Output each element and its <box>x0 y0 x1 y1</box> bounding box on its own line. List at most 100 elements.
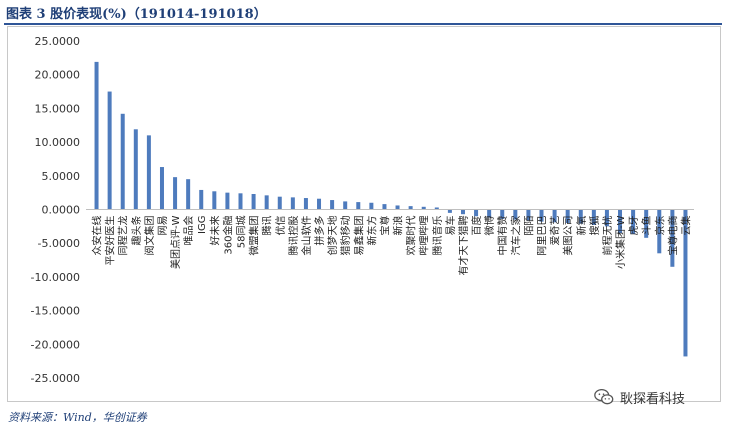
x-category-label: 58同城 <box>236 216 248 249</box>
x-category-label: 好未来 <box>209 216 221 246</box>
x-category-label: 斗鱼 <box>640 216 653 236</box>
figure-title-bar: 图表 3 股价表现(%)（191014-191018） <box>4 2 722 25</box>
bar <box>408 206 413 210</box>
bar <box>212 191 217 210</box>
bar <box>369 202 374 210</box>
x-category-label: 京东 <box>653 216 666 236</box>
x-category-label: 腾讯音乐 <box>431 216 444 256</box>
bar <box>303 198 308 210</box>
x-axis-category-labels: 众安在线 平安好医生 同程艺龙 趣头条 阅文集团 网易 美团点评-W 唯品会 IGG 好未来 360… <box>91 215 693 275</box>
bar <box>225 192 230 210</box>
x-category-label: 百度 <box>470 216 483 236</box>
y-tick-label: -20.0000 <box>31 338 80 351</box>
title-underline <box>4 23 722 25</box>
x-category-label: 金山软件 <box>300 216 313 256</box>
y-axis-tick-labels: 25.0000 20.0000 15.0000 10.0000 5.0000 0.0000… <box>31 35 80 385</box>
x-category-label: 虎牙 <box>628 216 640 236</box>
x-category-label: 网易 <box>157 216 169 236</box>
bar <box>604 209 609 227</box>
y-tick-label: 0.0000 <box>42 204 81 217</box>
bar <box>264 195 269 210</box>
bar <box>251 194 256 210</box>
x-category-label: 唯品会 <box>182 216 195 246</box>
x-category-label: 微盟集团 <box>248 216 261 256</box>
x-category-label: 猎豹移动 <box>339 216 352 256</box>
bar <box>277 196 282 210</box>
bar <box>683 209 688 357</box>
bar <box>146 135 151 210</box>
bar <box>330 200 335 210</box>
x-category-label: 陌陌 <box>523 216 535 236</box>
x-category-label: 新氧 <box>575 216 588 236</box>
x-category-label: 欢聚时代 <box>405 216 418 256</box>
bar <box>317 198 322 210</box>
bar <box>500 209 505 219</box>
bar <box>343 201 348 210</box>
bar-series <box>94 61 688 357</box>
bar <box>133 129 138 210</box>
bar <box>290 197 295 210</box>
y-tick-label: -25.0000 <box>31 372 80 385</box>
x-category-label: 平安好医生 <box>104 216 117 266</box>
x-category-label: 创梦天地 <box>326 216 339 256</box>
y-tick-label: 10.0000 <box>35 136 81 149</box>
x-category-label: 拼多多 <box>313 216 326 246</box>
bar <box>565 209 570 223</box>
bar <box>238 193 243 210</box>
bar <box>199 189 204 210</box>
bar <box>173 177 178 210</box>
bar <box>382 204 387 210</box>
x-category-label: 微博 <box>483 216 496 236</box>
bar <box>526 209 531 221</box>
x-category-label: 阿里巴巴 <box>537 216 549 256</box>
bar <box>120 113 125 210</box>
bar <box>356 202 361 210</box>
figure-title: 图表 3 股价表现(%)（191014-191018） <box>6 7 267 22</box>
bar <box>657 209 662 254</box>
y-tick-label: -10.0000 <box>31 271 80 284</box>
bar <box>434 207 439 210</box>
bar <box>460 209 465 215</box>
bar <box>513 209 518 220</box>
bar <box>395 205 400 210</box>
bar <box>631 209 636 234</box>
x-category-label: 美团点评-W <box>169 215 182 269</box>
bar <box>159 167 164 210</box>
x-category-label: 小米集团-W <box>614 215 627 269</box>
x-category-label: 易车 <box>444 216 457 236</box>
bar <box>94 61 99 210</box>
wechat-icon <box>594 389 614 405</box>
bar <box>447 209 452 213</box>
x-category-label: 前程无忧 <box>601 216 614 256</box>
bar <box>421 206 426 210</box>
x-category-label: 腾讯控股 <box>287 216 300 256</box>
source-note: 资料来源：Wind，华创证券 <box>8 411 147 424</box>
bar <box>578 209 583 224</box>
x-category-label: 宝尊电商 <box>666 216 679 256</box>
x-category-label: 腾讯 <box>261 216 274 236</box>
x-category-label: 新东方 <box>365 216 378 246</box>
watermark: 耿探看科技 <box>593 386 685 408</box>
x-category-label: 360金融 <box>221 216 234 255</box>
bar <box>591 209 596 225</box>
bar <box>186 179 191 210</box>
bar <box>552 209 557 223</box>
x-category-label: 哔哩哔哩 <box>418 216 431 256</box>
bar <box>107 91 112 210</box>
x-category-label: 汽车之家 <box>509 216 522 256</box>
chart-frame <box>7 26 721 402</box>
bar <box>644 209 649 238</box>
y-tick-label: 15.0000 <box>35 102 81 115</box>
x-category-label: 美图公司 <box>562 216 575 256</box>
y-tick-label: -15.0000 <box>31 305 80 318</box>
x-category-label: 搜狐 <box>588 216 601 236</box>
y-tick-label: 20.0000 <box>35 69 81 82</box>
x-category-label: 易鑫集团 <box>352 216 365 256</box>
x-category-label: 中国有赞 <box>496 216 509 256</box>
y-tick-label: -5.0000 <box>38 237 80 250</box>
bar <box>539 209 544 222</box>
y-tick-label: 25.0000 <box>35 35 81 48</box>
bar <box>670 209 675 267</box>
x-category-label: IGG <box>197 216 208 234</box>
